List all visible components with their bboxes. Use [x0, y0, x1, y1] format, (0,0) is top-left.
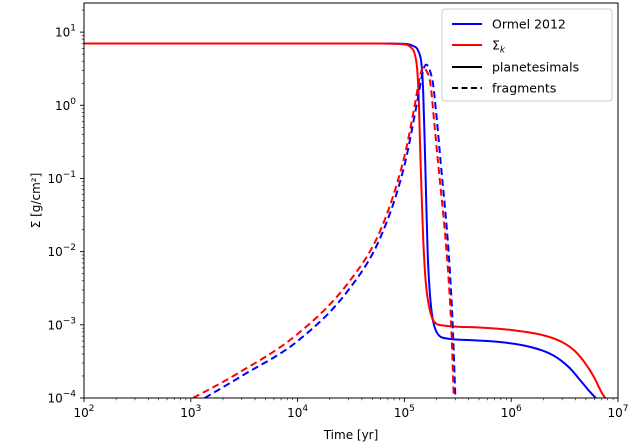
x-tick-base: 10	[501, 406, 516, 420]
y-tick-exponent: 0	[70, 97, 76, 107]
y-tick-exponent: −3	[63, 316, 76, 326]
x-tick-label: 105	[394, 404, 415, 420]
y-tick-label: 10−1	[47, 170, 76, 186]
y-axis-label: Σ [g/cm²]	[29, 173, 43, 229]
y-tick-exponent: −4	[63, 390, 77, 400]
y-tick-label: 10−4	[47, 390, 76, 406]
sigma-k-fragments-line	[192, 66, 455, 398]
y-tick-base: 10	[47, 392, 62, 406]
x-tick-exponent: 4	[302, 404, 308, 414]
legend-box	[441, 8, 613, 102]
x-tick-label: 102	[73, 404, 94, 420]
series-layer	[84, 42, 607, 398]
y-tick-base: 10	[55, 99, 70, 113]
y-tick-label: 10−2	[47, 243, 76, 259]
legend-sigma-subscript: k	[500, 46, 506, 56]
legend-label-sigma-k: Σk	[492, 38, 506, 56]
legend-sigma: Σ	[492, 38, 500, 53]
y-tick-base: 10	[47, 245, 62, 259]
legend: Ormel 2012 Σk planetesimals fragments	[441, 8, 613, 102]
y-tick-base: 10	[47, 172, 62, 186]
y-tick-base: 10	[47, 318, 62, 332]
ormel-fragments-line	[204, 63, 457, 398]
x-tick-exponent: 2	[89, 404, 95, 414]
legend-label-fragments: fragments	[492, 81, 556, 96]
legend-label-ormel: Ormel 2012	[492, 17, 566, 32]
x-tick-exponent: 5	[409, 404, 415, 414]
plot-frame	[83, 2, 619, 399]
x-tick-exponent: 3	[196, 404, 202, 414]
x-axis-label: Time [yr]	[323, 428, 379, 442]
x-tick-base: 10	[394, 406, 409, 420]
x-tick-base: 10	[73, 406, 88, 420]
x-tick-label: 104	[287, 404, 308, 420]
legend-label-planetesimals: planetesimals	[492, 60, 579, 75]
x-tick-label: 107	[607, 404, 628, 420]
sigma-k-planetesimals-line	[84, 42, 607, 398]
x-tick-base: 10	[287, 406, 302, 420]
y-tick-label: 101	[55, 24, 76, 40]
x-tick-exponent: 6	[516, 404, 522, 414]
y-tick-label: 100	[55, 97, 76, 113]
y-tick-base: 10	[55, 26, 70, 40]
y-tick-exponent: 1	[70, 24, 76, 34]
x-tick-exponent: 7	[623, 404, 629, 414]
x-tick-label: 103	[180, 404, 201, 420]
x-tick-base: 10	[607, 406, 622, 420]
y-tick-label: 10−3	[47, 316, 76, 332]
y-tick-exponent: −1	[63, 170, 76, 180]
y-tick-exponent: −2	[63, 243, 76, 253]
x-tick-base: 10	[180, 406, 195, 420]
x-tick-label: 106	[501, 404, 522, 420]
